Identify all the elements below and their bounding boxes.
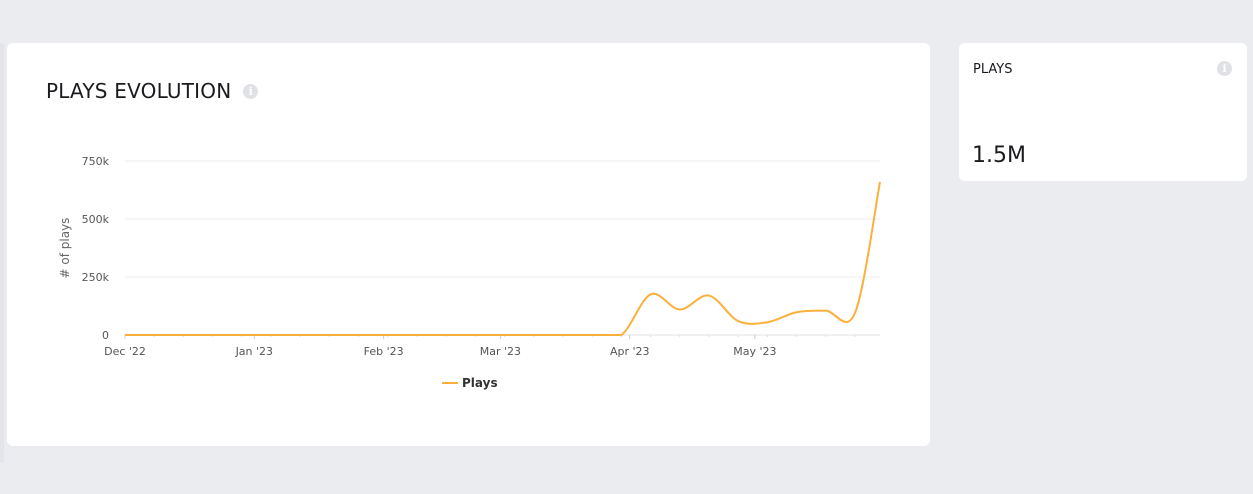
y-tick-label: 750k [82,155,110,168]
x-tick-label: Jan '23 [235,345,273,358]
series-layer [125,181,881,336]
chart-card-title-text: PLAYS EVOLUTION [46,79,232,103]
stat-card-title: PLAYS [973,62,1013,77]
x-tick-label: May '23 [733,345,776,358]
chart-legend[interactable]: Plays [442,376,498,390]
x-tick-label: Feb '23 [364,345,404,358]
x-axis-ticks: Dec '22 Jan '23 Feb '23 Mar '23 Apr '23 May '… [104,335,856,358]
y-tick-label: 500k [82,213,110,226]
y-tick-label: 250k [82,271,110,284]
x-tick-label: Dec '22 [104,345,146,358]
x-tick-label: Mar '23 [480,345,521,358]
page-edge [0,43,4,463]
x-tick-label: Apr '23 [610,345,650,358]
y-axis-label: # of plays [58,218,72,279]
chart-card-title: PLAYS EVOLUTION i [46,79,259,103]
series-line-plays[interactable] [125,181,881,336]
y-axis-ticks: 0 250k 500k 750k [82,155,110,342]
plays-line-chart: 0 250k 500k 750k Dec '22 Jan '23 Feb '23 Mar '… [58,155,881,390]
y-tick-label: 0 [102,329,109,342]
info-icon[interactable]: i [1217,61,1232,76]
legend-label-plays[interactable]: Plays [462,376,498,390]
info-icon[interactable]: i [243,83,259,99]
plays-evolution-card: PLAYS EVOLUTION i 0 250k 500k 750k Dec '22 J… [7,43,930,446]
stat-card-value: 1.5M [972,143,1026,168]
plays-stat-card: PLAYS i 1.5M [959,43,1247,181]
grid-layer [125,160,880,336]
